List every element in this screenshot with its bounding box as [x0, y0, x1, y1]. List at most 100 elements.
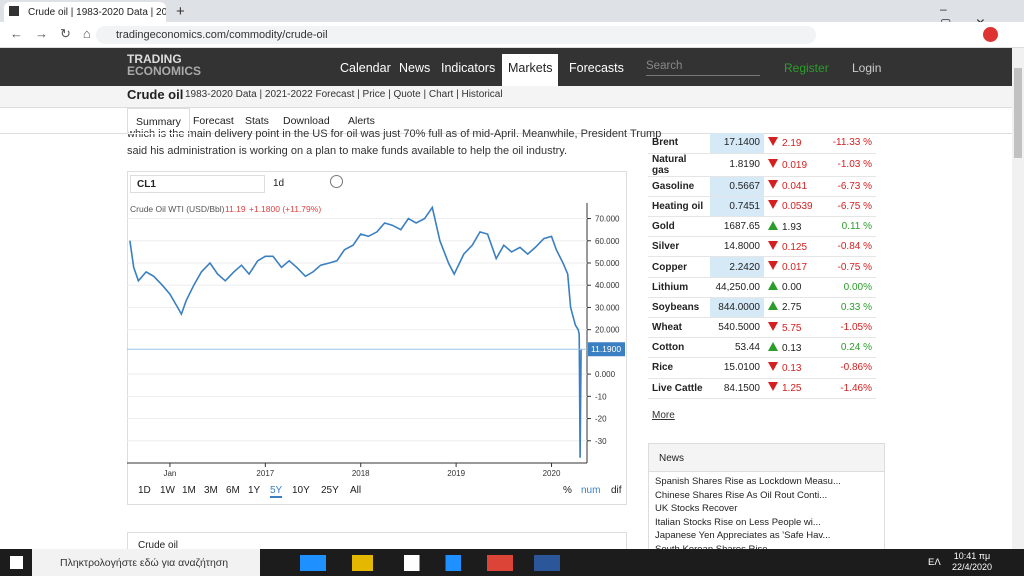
- profile-icon[interactable]: [983, 27, 998, 42]
- range-button[interactable]: 1M: [182, 485, 196, 496]
- date: 22/4/2020: [951, 562, 993, 572]
- interval-button[interactable]: 1d: [273, 178, 285, 189]
- tab-bar: [0, 0, 1024, 22]
- more-link[interactable]: More: [652, 410, 675, 421]
- mode-button[interactable]: %: [563, 485, 572, 496]
- subheader: [0, 86, 1012, 108]
- register-link[interactable]: Register: [784, 61, 829, 75]
- commodity-price: 0.5667: [710, 176, 764, 197]
- scroll-thumb[interactable]: [1014, 68, 1022, 158]
- commodity-name[interactable]: Lithium: [648, 277, 710, 298]
- arrow-down: [768, 240, 778, 250]
- page-tab[interactable]: Forecast: [193, 115, 234, 127]
- commodity-change: 0.13: [764, 357, 822, 379]
- logo[interactable]: TRADING ECONOMICS: [127, 53, 201, 77]
- commodity-change: 0.041: [764, 176, 822, 197]
- range-button[interactable]: 5Y: [270, 485, 283, 498]
- news-item[interactable]: Spanish Shares Rise as Lockdown Measu...: [655, 476, 841, 487]
- add-button[interactable]: [330, 175, 343, 188]
- arrow-up: [768, 220, 778, 230]
- range-button[interactable]: 6M: [226, 485, 240, 496]
- nav-item[interactable]: Forecasts: [569, 61, 624, 75]
- news-item[interactable]: Japanese Yen Appreciates as 'Safe Hav...: [655, 530, 831, 541]
- url-field[interactable]: tradingeconomics.com/commodity/crude-oil: [96, 26, 816, 44]
- scrollbar[interactable]: [1012, 48, 1024, 549]
- range-button[interactable]: 1W: [160, 485, 175, 496]
- commodity-name[interactable]: Gasoline: [648, 176, 710, 197]
- sub-links[interactable]: 1983-2020 Data | 2021-2022 Forecast | Pr…: [185, 89, 503, 100]
- search-field[interactable]: Search: [646, 58, 760, 76]
- taskbar-apps[interactable]: [300, 555, 560, 571]
- commodity-change: 0.00: [764, 277, 822, 298]
- logo-bottom: ECONOMICS: [127, 64, 202, 78]
- commodity-name[interactable]: Natural gas: [648, 153, 710, 177]
- mode-button[interactable]: num: [581, 485, 601, 496]
- table-row: Gasoline 0.5667 0.041 -6.73 %: [648, 176, 876, 197]
- browser-buttons[interactable]: ←→↻⌂: [10, 26, 103, 41]
- language[interactable]: ΕΛ: [928, 557, 941, 568]
- arrow-down: [768, 200, 778, 210]
- new-tab-icon[interactable]: +: [176, 3, 185, 20]
- page-tab[interactable]: Download: [283, 115, 330, 127]
- range-button[interactable]: All: [350, 485, 362, 496]
- commodity-name[interactable]: Brent: [648, 133, 710, 154]
- commodity-pct: 0.00%: [822, 277, 876, 298]
- arrow-down: [768, 136, 778, 146]
- nav-item[interactable]: News: [399, 61, 431, 75]
- range-button[interactable]: 25Y: [321, 485, 339, 496]
- browser-tab[interactable]: Crude oil | 1983-2020 Data | 202: [4, 2, 166, 22]
- news-panel: News Spanish Shares Rise as Lockdown Meas…: [648, 443, 885, 555]
- table-row: Copper 2.2420 0.017 -0.75 %: [648, 256, 876, 278]
- y-tick-label: -30: [595, 437, 607, 446]
- range-button[interactable]: 1Y: [248, 485, 261, 496]
- commodity-price: 15.0100: [710, 357, 764, 379]
- commodity-change: 0.019: [764, 153, 822, 177]
- commodity-name[interactable]: Silver: [648, 236, 710, 258]
- commodity-price: 1687.65: [710, 216, 764, 238]
- arrow-up: [768, 341, 778, 351]
- commodity-name[interactable]: Live Cattle: [648, 378, 710, 399]
- commodity-name[interactable]: Heating oil: [648, 196, 710, 218]
- commodity-name[interactable]: Soybeans: [648, 297, 710, 319]
- article-line: said his administration is working on a …: [127, 145, 568, 157]
- series-name: Crude Oil WTI (USD/Bbl): [130, 204, 225, 214]
- article-line: which is the main delivery point in the …: [127, 128, 662, 140]
- news-item[interactable]: Chinese Shares Rise As Oil Rout Conti...: [655, 489, 828, 501]
- start-button[interactable]: [10, 556, 23, 569]
- news-item[interactable]: UK Stocks Recover: [655, 503, 738, 514]
- commodity-name[interactable]: Cotton: [648, 337, 710, 359]
- login-link[interactable]: Login: [852, 61, 882, 75]
- news-title: News: [649, 444, 884, 472]
- nav-item[interactable]: Markets: [502, 54, 559, 86]
- clock[interactable]: 10:41 πμ 22/4/2020: [948, 551, 996, 573]
- commodity-change: 0.0539: [764, 196, 822, 218]
- page-tab[interactable]: Summary: [127, 108, 190, 134]
- page-tab[interactable]: Alerts: [348, 115, 375, 127]
- commodity-pct: -6.75 %: [822, 196, 876, 218]
- commodity-name[interactable]: Gold: [648, 216, 710, 238]
- taskbar-search[interactable]: Πληκτρολογήστε εδώ για αναζήτηση: [32, 549, 260, 576]
- commodity-pct: -1.03 %: [822, 153, 876, 177]
- commodity-name[interactable]: Wheat: [648, 317, 710, 339]
- commodity-price: 2.2420: [710, 256, 764, 278]
- nav-item[interactable]: Calendar: [340, 61, 391, 75]
- y-tick-label: 20.000: [595, 326, 620, 335]
- news-item[interactable]: Italian Stocks Rise on Less People wi...: [655, 516, 821, 528]
- commodity-pct: 0.11 %: [822, 216, 876, 238]
- mode-button[interactable]: dif: [611, 485, 622, 496]
- commodity-name[interactable]: Copper: [648, 256, 710, 278]
- commodity-name[interactable]: Rice: [648, 357, 710, 379]
- commodity-price: 53.44: [710, 337, 764, 359]
- arrow-down: [768, 382, 778, 392]
- range-button[interactable]: 1D: [138, 485, 151, 496]
- change-value: 0.017: [782, 262, 808, 274]
- symbol-field[interactable]: CL1: [130, 175, 265, 193]
- nav-item[interactable]: Indicators: [441, 61, 496, 75]
- x-tick-label: 2020: [543, 469, 561, 478]
- range-button[interactable]: 3M: [204, 485, 218, 496]
- commodity-table-wrap: Brent 17.1400 2.19 -11.33 % Natural gas 1.819…: [648, 133, 885, 399]
- page-tab[interactable]: Stats: [245, 115, 269, 127]
- range-button[interactable]: 10Y: [292, 485, 310, 496]
- commodity-pct: 0.24 %: [822, 337, 876, 359]
